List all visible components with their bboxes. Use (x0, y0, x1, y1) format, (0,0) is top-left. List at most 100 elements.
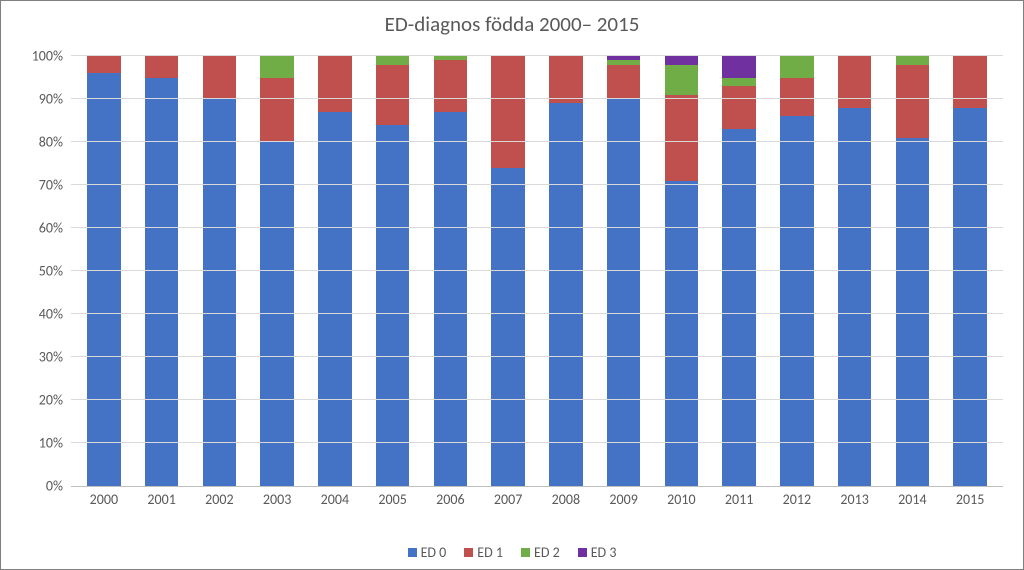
bar (376, 56, 409, 486)
bar-slot (884, 56, 942, 486)
grid-line (71, 270, 1003, 271)
bar (145, 56, 178, 486)
legend-item: ED 3 (578, 544, 617, 561)
y-axis-label: 40% (39, 306, 63, 323)
y-axis-label: 20% (39, 392, 63, 409)
x-axis-labels: 2000200120022003200420052006200720082009… (71, 487, 1003, 509)
x-axis-label: 2012 (768, 487, 826, 509)
bar-segment (376, 125, 409, 486)
legend-label: ED 0 (421, 544, 447, 561)
bar-segment (953, 108, 986, 486)
legend-item: ED 1 (464, 544, 503, 561)
bar-segment (491, 56, 524, 168)
bar-segment (665, 65, 698, 95)
bar-segment (434, 60, 467, 112)
y-axis-label: 0% (46, 478, 63, 495)
legend: ED 0 ED 1 ED 2 ED 3 (1, 544, 1023, 561)
bar (491, 56, 524, 486)
bar (87, 56, 120, 486)
bar-segment (318, 56, 351, 112)
bar (434, 56, 467, 486)
y-axis-label: 100% (32, 48, 63, 65)
bar-segment (87, 56, 120, 73)
bar-slot (710, 56, 768, 486)
y-axis-label: 50% (39, 263, 63, 280)
bar-segment (203, 99, 236, 486)
bar (549, 56, 582, 486)
bar-slot (479, 56, 537, 486)
bar-segment (896, 56, 929, 65)
bar-segment (376, 65, 409, 125)
x-axis-label: 2005 (364, 487, 422, 509)
x-axis-label: 2011 (710, 487, 768, 509)
grid-line (71, 55, 1003, 56)
x-axis-label: 2002 (191, 487, 249, 509)
y-axis-label: 60% (39, 220, 63, 237)
grid-line (71, 313, 1003, 314)
legend-swatch-icon (578, 548, 587, 557)
bar-segment (260, 78, 293, 143)
plot-wrap: 0%10%20%30%40%50%60%70%80%90%100% 200020… (71, 56, 1003, 509)
bar-slot (306, 56, 364, 486)
bar-segment (607, 99, 640, 486)
bar (838, 56, 871, 486)
x-axis-label: 2010 (653, 487, 711, 509)
bar-segment (491, 168, 524, 486)
y-axis-label: 70% (39, 177, 63, 194)
grid-line (71, 98, 1003, 99)
bar-segment (376, 56, 409, 65)
bar (896, 56, 929, 486)
y-axis-label: 80% (39, 134, 63, 151)
x-axis-label: 2014 (884, 487, 942, 509)
x-axis-label: 2001 (133, 487, 191, 509)
plot-area: 0%10%20%30%40%50%60%70%80%90%100% (71, 56, 1003, 487)
grid-line (71, 442, 1003, 443)
bar-segment (145, 78, 178, 487)
bar-slot (595, 56, 653, 486)
bar-segment (780, 78, 813, 117)
bar-segment (722, 78, 755, 87)
bar-segment (896, 138, 929, 486)
legend-swatch-icon (464, 548, 473, 557)
bar-segment (145, 56, 178, 78)
bar-slot (133, 56, 191, 486)
bar-segment (780, 56, 813, 78)
grid-line (71, 184, 1003, 185)
y-axis-label: 30% (39, 349, 63, 366)
bar-segment (203, 56, 236, 99)
bar-slot (75, 56, 133, 486)
bar-slot (826, 56, 884, 486)
x-axis-label: 2000 (75, 487, 133, 509)
bar-slot (768, 56, 826, 486)
legend-label: ED 3 (591, 544, 617, 561)
bar-segment (780, 116, 813, 486)
bar-segment (87, 73, 120, 486)
grid-line (71, 356, 1003, 357)
bar (953, 56, 986, 486)
chart-title: ED-diagnos födda 2000– 2015 (1, 1, 1023, 43)
x-axis-label: 2008 (537, 487, 595, 509)
legend-label: ED 2 (534, 544, 560, 561)
bar (260, 56, 293, 486)
bar-slot (364, 56, 422, 486)
y-axis-label: 10% (39, 435, 63, 452)
bar-slot (422, 56, 480, 486)
x-axis-label: 2006 (422, 487, 480, 509)
bar-slot (653, 56, 711, 486)
bar-segment (434, 112, 467, 486)
bar-segment (549, 103, 582, 486)
bar-segment (722, 86, 755, 129)
bar (607, 56, 640, 486)
bar-slot (941, 56, 999, 486)
bar-segment (260, 142, 293, 486)
grid-line (71, 399, 1003, 400)
x-axis-label: 2009 (595, 487, 653, 509)
bar (665, 56, 698, 486)
legend-item: ED 2 (521, 544, 560, 561)
x-axis-label: 2004 (306, 487, 364, 509)
bar-slot (537, 56, 595, 486)
bar-segment (722, 56, 755, 78)
legend-label: ED 1 (477, 544, 503, 561)
x-axis-label: 2003 (248, 487, 306, 509)
bar (318, 56, 351, 486)
